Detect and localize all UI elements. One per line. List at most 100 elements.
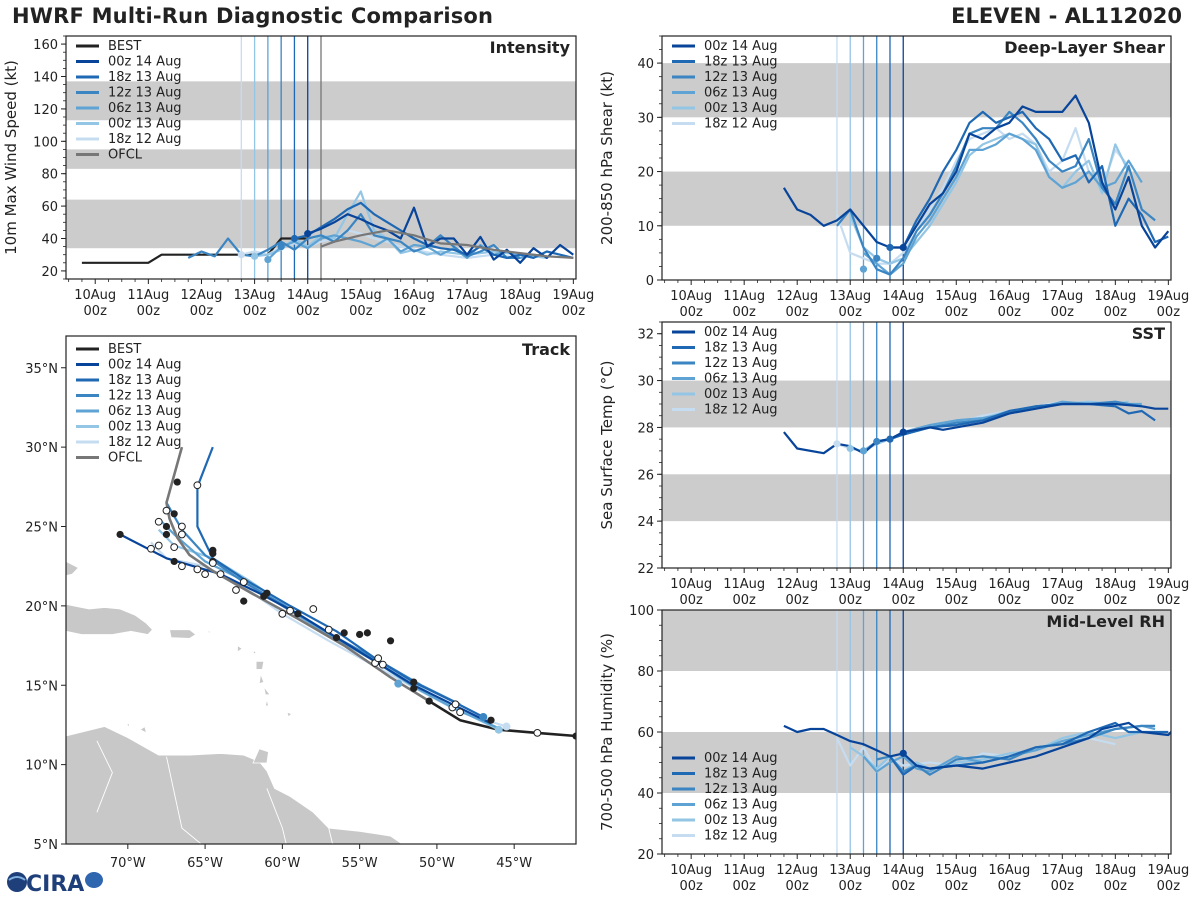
intensity-legend-label: BEST [108,39,141,54]
shear-ylabel: 200-850 hPa Shear (kt) [598,71,616,245]
rh-xtick-label: 19Aug [1147,863,1189,878]
rh-legend-label: 18z 12 Aug [704,829,778,844]
rh-ytick-label: 100 [629,604,654,619]
track-point-open [309,605,318,613]
rh-xtick-label: 15Aug [935,863,977,878]
intensity-ytick-label: 140 [33,71,58,86]
shear-series-group [782,94,1170,276]
rh-ytick-label: 60 [637,726,654,741]
intensity-xtick-label: 16Aug [393,288,435,303]
sst-xtick-label: 00z [786,593,810,608]
sst-xtick-label: 14Aug [882,577,924,592]
rh-xtick-label: 00z [892,879,916,894]
rh-xtick-label: 11Aug [723,863,765,878]
rh-init-marker [899,749,907,757]
border-line [166,756,202,844]
shear-xtick-label: 00z [892,305,916,320]
sst-init-marker [886,435,894,443]
shear-xtick-label: 15Aug [935,289,977,304]
logo-text: CIRA [26,872,84,896]
shear-xtick-label: 13Aug [829,289,871,304]
sst-panel: 22242628303210Aug00z11Aug00z12Aug00z13Au… [598,321,1189,608]
shear-xtick-label: 00z [732,305,756,320]
rh-xtick-label: 12Aug [776,863,818,878]
shear-xtick-label: 00z [945,305,969,320]
track-point-open [154,541,163,550]
shear-xtick-label: 17Aug [1041,289,1083,304]
track-point-filled [173,478,181,486]
track-point-filled [240,597,248,605]
intensity-xtick-label: 13Aug [234,288,276,303]
intensity-xtick-label: 00z [509,304,533,319]
track-point-filled [170,510,178,518]
sst-legend-label: 00z 13 Aug [704,387,778,402]
intensity-init-marker [277,243,285,251]
intensity-init-marker [250,252,259,260]
track-series-line [157,517,500,730]
shear-legend-label: 06z 13 Aug [704,86,778,101]
shear-xtick-label: 19Aug [1147,289,1189,304]
track-map-group [66,446,576,844]
sst-title: SST [1132,324,1165,343]
track-point-filled [209,549,217,558]
cira-logo: CIRA [7,872,103,896]
sst-init-marker [873,437,881,446]
track-point-open [456,708,464,717]
rh-xtick-label: 17Aug [1041,863,1083,878]
sst-legend-label: 18z 12 Aug [704,403,778,418]
track-point-filled [410,678,418,686]
intensity-init-marker [290,234,299,243]
shear-legend-label: 18z 13 Aug [704,55,778,70]
shear-band [662,63,1171,118]
shear-xtick-label: 00z [998,305,1022,320]
rh-series-line [849,730,1143,773]
track-point-open [533,728,542,737]
sst-init-marker [833,440,841,448]
sst-ytick-label: 32 [637,328,654,343]
shear-xtick-label: 00z [679,305,703,320]
shear-legend-label: 12z 13 Aug [704,70,778,85]
shear-xtick-label: 00z [1051,305,1075,320]
track-legend-label: 00z 14 Aug [108,358,182,373]
intensity-legend-label: 00z 14 Aug [108,55,182,70]
track-xtick-label: 70°W [110,856,146,871]
rh-series-line [876,724,1156,776]
track-point-filled [294,610,302,618]
sst-xtick-label: 10Aug [670,577,712,592]
track-point-open [208,559,217,567]
track-point-open [216,570,225,579]
land-polygon [252,748,269,764]
rh-xtick-label: 14Aug [882,863,924,878]
sst-xtick-label: 00z [892,593,916,608]
track-ytick-label: 30°N [25,441,58,456]
rh-xtick-label: 00z [1104,879,1128,894]
rh-xtick-label: 00z [945,879,969,894]
track-point-open [193,481,202,490]
intensity-panel: 2040608010012014016010Aug00z11Aug00z12Au… [2,35,594,319]
rh-ytick-label: 80 [637,665,654,680]
shear-ytick-label: 40 [637,57,654,72]
shear-legend-label: 00z 13 Aug [704,101,778,116]
shear-xtick-label: 11Aug [723,289,765,304]
track-init-marker [479,713,488,721]
intensity-legend-label: 00z 13 Aug [108,117,182,132]
track-ytick-label: 15°N [25,679,58,694]
track-point-open [178,530,186,539]
intensity-series-line [320,229,574,259]
shear-xtick-label: 00z [1157,305,1181,320]
intensity-xtick-label: 17Aug [446,288,488,303]
sst-xtick-label: 00z [1157,593,1181,608]
land-polygon [263,686,271,696]
land-polygon [66,560,80,577]
track-point-filled [260,592,268,600]
track-point-filled [116,530,124,539]
rh-xtick-label: 00z [839,879,863,894]
rh-xtick-label: 00z [679,879,703,894]
rh-xtick-label: 00z [998,879,1022,894]
intensity-title: Intensity [490,38,571,57]
shear-init-marker [899,243,907,252]
intensity-xtick-label: 11Aug [127,288,169,303]
track-point-open [278,609,287,618]
track-point-filled [572,732,576,740]
